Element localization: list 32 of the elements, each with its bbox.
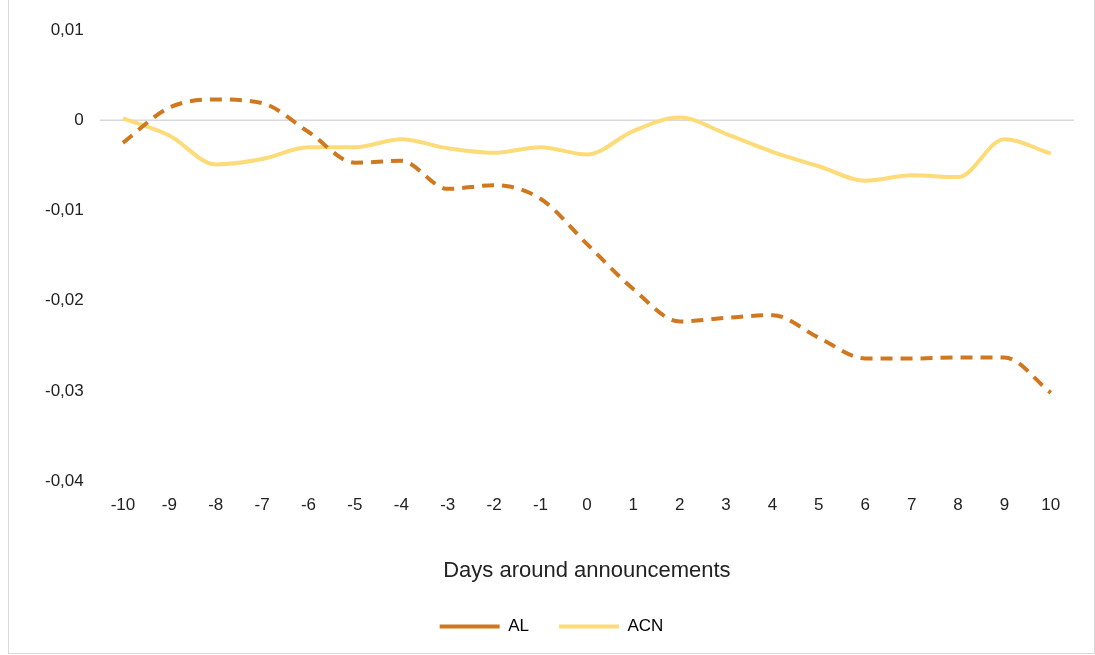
x-tick-label: 0 [582, 495, 592, 515]
x-tick-label: -10 [110, 495, 136, 515]
x-tick-label: -1 [532, 495, 549, 515]
y-tick-label: -0,03 [45, 380, 84, 400]
x-tick-label: -9 [161, 495, 177, 515]
x-tick-label: 6 [860, 495, 870, 515]
x-tick-label: 4 [767, 495, 778, 515]
x-tick-label: -8 [208, 495, 224, 515]
x-tick-label: -7 [254, 495, 270, 515]
line-series [120, 115, 1053, 183]
x-tick-label: 3 [721, 495, 731, 515]
x-tick-label: 9 [999, 495, 1010, 515]
x-tick-label: -5 [347, 495, 363, 515]
x-axis-title: Days around announcements [443, 556, 731, 582]
x-tick-label: 10 [1041, 495, 1061, 515]
y-tick-label: 0,01 [50, 19, 84, 39]
line-series [120, 97, 1053, 395]
x-tick-label: -6 [300, 495, 317, 515]
y-tick-label: -0,02 [45, 290, 84, 310]
legend-label: AL [508, 616, 529, 636]
x-tick-label: 1 [628, 495, 638, 515]
x-tick-label: 5 [814, 495, 824, 515]
x-tick-label: -4 [393, 495, 409, 515]
y-tick-label: -0,04 [45, 470, 84, 490]
x-tick-label: 8 [953, 495, 963, 515]
x-tick-label: 2 [674, 495, 685, 515]
x-tick-label: -3 [440, 495, 456, 515]
y-tick-label: -0,01 [45, 200, 84, 220]
y-tick-label: 0 [74, 109, 84, 129]
legend-label: ACN [627, 616, 664, 636]
x-tick-label: -2 [486, 495, 502, 515]
x-tick-label: 7 [906, 495, 917, 515]
